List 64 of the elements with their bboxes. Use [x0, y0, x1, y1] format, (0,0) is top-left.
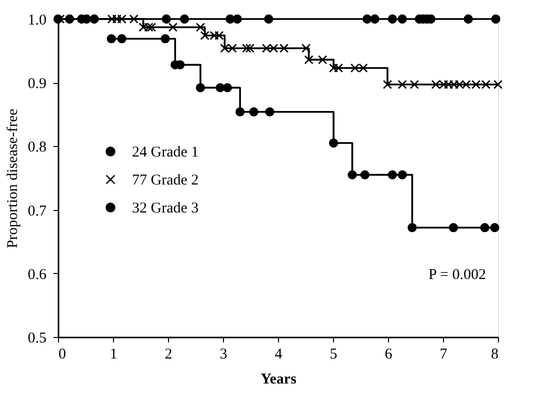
point	[362, 14, 372, 24]
x-tick-label: 1	[110, 346, 118, 362]
x-axis-title: Years	[260, 372, 297, 388]
point	[168, 22, 178, 32]
point	[464, 14, 473, 24]
point	[180, 14, 190, 24]
point	[245, 44, 255, 53]
point	[388, 170, 397, 180]
point	[90, 14, 99, 24]
point	[106, 34, 116, 44]
point	[480, 223, 490, 232]
point	[117, 34, 126, 44]
point	[235, 107, 245, 116]
point	[410, 80, 419, 90]
point	[129, 14, 138, 24]
point	[56, 14, 65, 24]
point	[398, 170, 407, 180]
y-tick-label: 0.8	[28, 140, 46, 156]
x-tick-label: 2	[164, 346, 172, 362]
legend-label: 32 Grade 3	[132, 200, 199, 216]
y-tick-label: 0.9	[28, 76, 46, 92]
y-tick-label: 0.5	[28, 330, 46, 346]
point	[162, 14, 171, 24]
point	[328, 138, 338, 148]
point	[318, 55, 328, 64]
point	[196, 22, 206, 32]
annotation: P = 0.002	[428, 267, 486, 283]
point	[360, 170, 370, 180]
point	[242, 44, 252, 53]
legend-label: 77 Grade 2	[132, 172, 199, 188]
point	[382, 80, 392, 90]
point	[490, 223, 500, 232]
point	[493, 80, 503, 90]
point	[348, 170, 357, 180]
point	[222, 83, 232, 92]
x-tick-label: 3	[220, 346, 228, 362]
x-tick-label: 0	[58, 346, 66, 362]
point	[264, 14, 274, 24]
point	[398, 80, 407, 90]
x-tick-label: 5	[330, 346, 338, 362]
point	[408, 223, 417, 232]
point	[196, 83, 206, 92]
point	[448, 223, 458, 232]
point	[64, 14, 74, 24]
legend-label: 24 Grade 1	[132, 144, 199, 160]
point	[265, 107, 274, 116]
point	[226, 14, 235, 24]
point	[388, 14, 397, 24]
x-tick-label: 7	[440, 346, 448, 362]
point	[249, 107, 258, 116]
point	[232, 14, 242, 24]
x-tick-label: 6	[384, 346, 393, 362]
point	[398, 14, 407, 24]
point	[491, 14, 500, 24]
point	[370, 14, 380, 24]
x-tick-label: 4	[274, 346, 283, 362]
y-tick-label: 0.6	[28, 266, 47, 283]
point	[301, 44, 311, 53]
x-tick-label: 8	[491, 346, 498, 362]
y-tick-label: 1.0	[28, 12, 46, 28]
y-tick-label: 0.7	[28, 203, 47, 220]
point	[304, 55, 314, 64]
point	[160, 34, 170, 44]
y-axis-title: Proportion disease-free	[4, 108, 21, 248]
